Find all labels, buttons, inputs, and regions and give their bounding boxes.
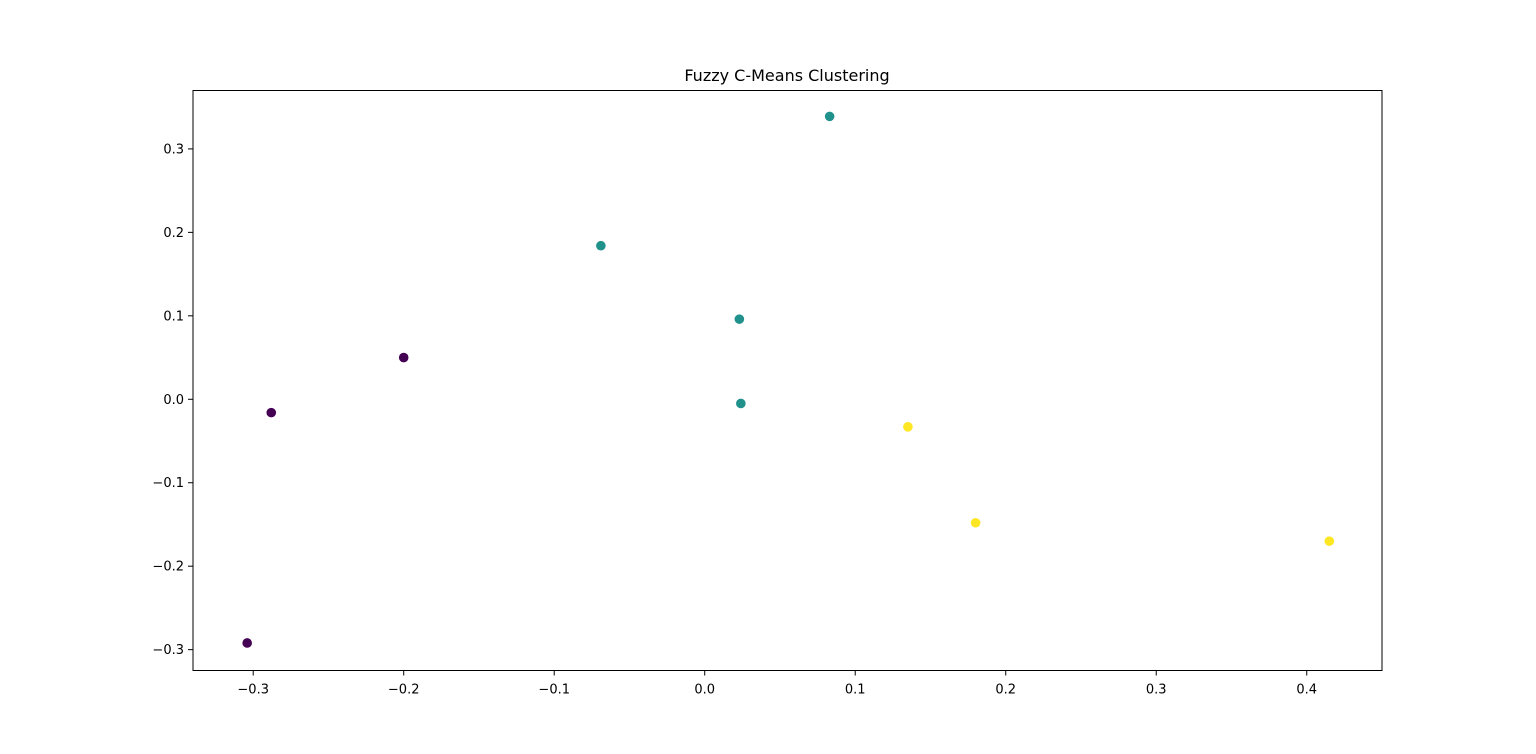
x-tick-label: 0.4: [1296, 683, 1317, 698]
y-axis: −0.3 −0.2 −0.1 0.0 0.1 0.2 0.3: [152, 142, 193, 658]
plot-area-frame: [192, 90, 1383, 671]
x-tick-label: −0.3: [237, 683, 269, 698]
data-point-cluster-1: [736, 398, 746, 409]
x-tick-label: 0.0: [694, 683, 715, 698]
data-point-cluster-2: [970, 517, 981, 528]
chart-title: Fuzzy C-Means Clustering: [684, 66, 889, 85]
x-tick-label: −0.2: [388, 683, 420, 698]
y-tick-label: −0.1: [152, 476, 184, 491]
data-point-cluster-2: [1324, 536, 1335, 546]
x-tick-label: 0.3: [1146, 683, 1167, 698]
y-tick-label: 0.0: [163, 393, 184, 408]
data-point-cluster-2: [903, 422, 913, 432]
y-tick-label: 0.1: [163, 309, 184, 324]
y-tick-label: 0.3: [163, 142, 184, 157]
data-point-cluster-1: [596, 240, 606, 251]
x-axis: −0.3 −0.2 −0.1 0.0 0.1 0.2 0.3 0.4: [237, 670, 1317, 698]
x-tick-label: 0.1: [845, 683, 866, 698]
y-tick-label: −0.3: [152, 643, 184, 658]
x-tick-label: −0.1: [538, 683, 570, 698]
x-tick-label: 0.2: [995, 683, 1016, 698]
y-tick-label: −0.2: [152, 560, 184, 575]
data-points: [242, 111, 1335, 648]
data-point-cluster-1: [734, 314, 745, 324]
data-point-cluster-0: [398, 352, 409, 363]
data-point-cluster-0: [242, 638, 252, 648]
y-tick-label: 0.2: [163, 226, 184, 241]
data-point-cluster-1: [824, 111, 835, 122]
data-point-cluster-0: [266, 407, 277, 418]
